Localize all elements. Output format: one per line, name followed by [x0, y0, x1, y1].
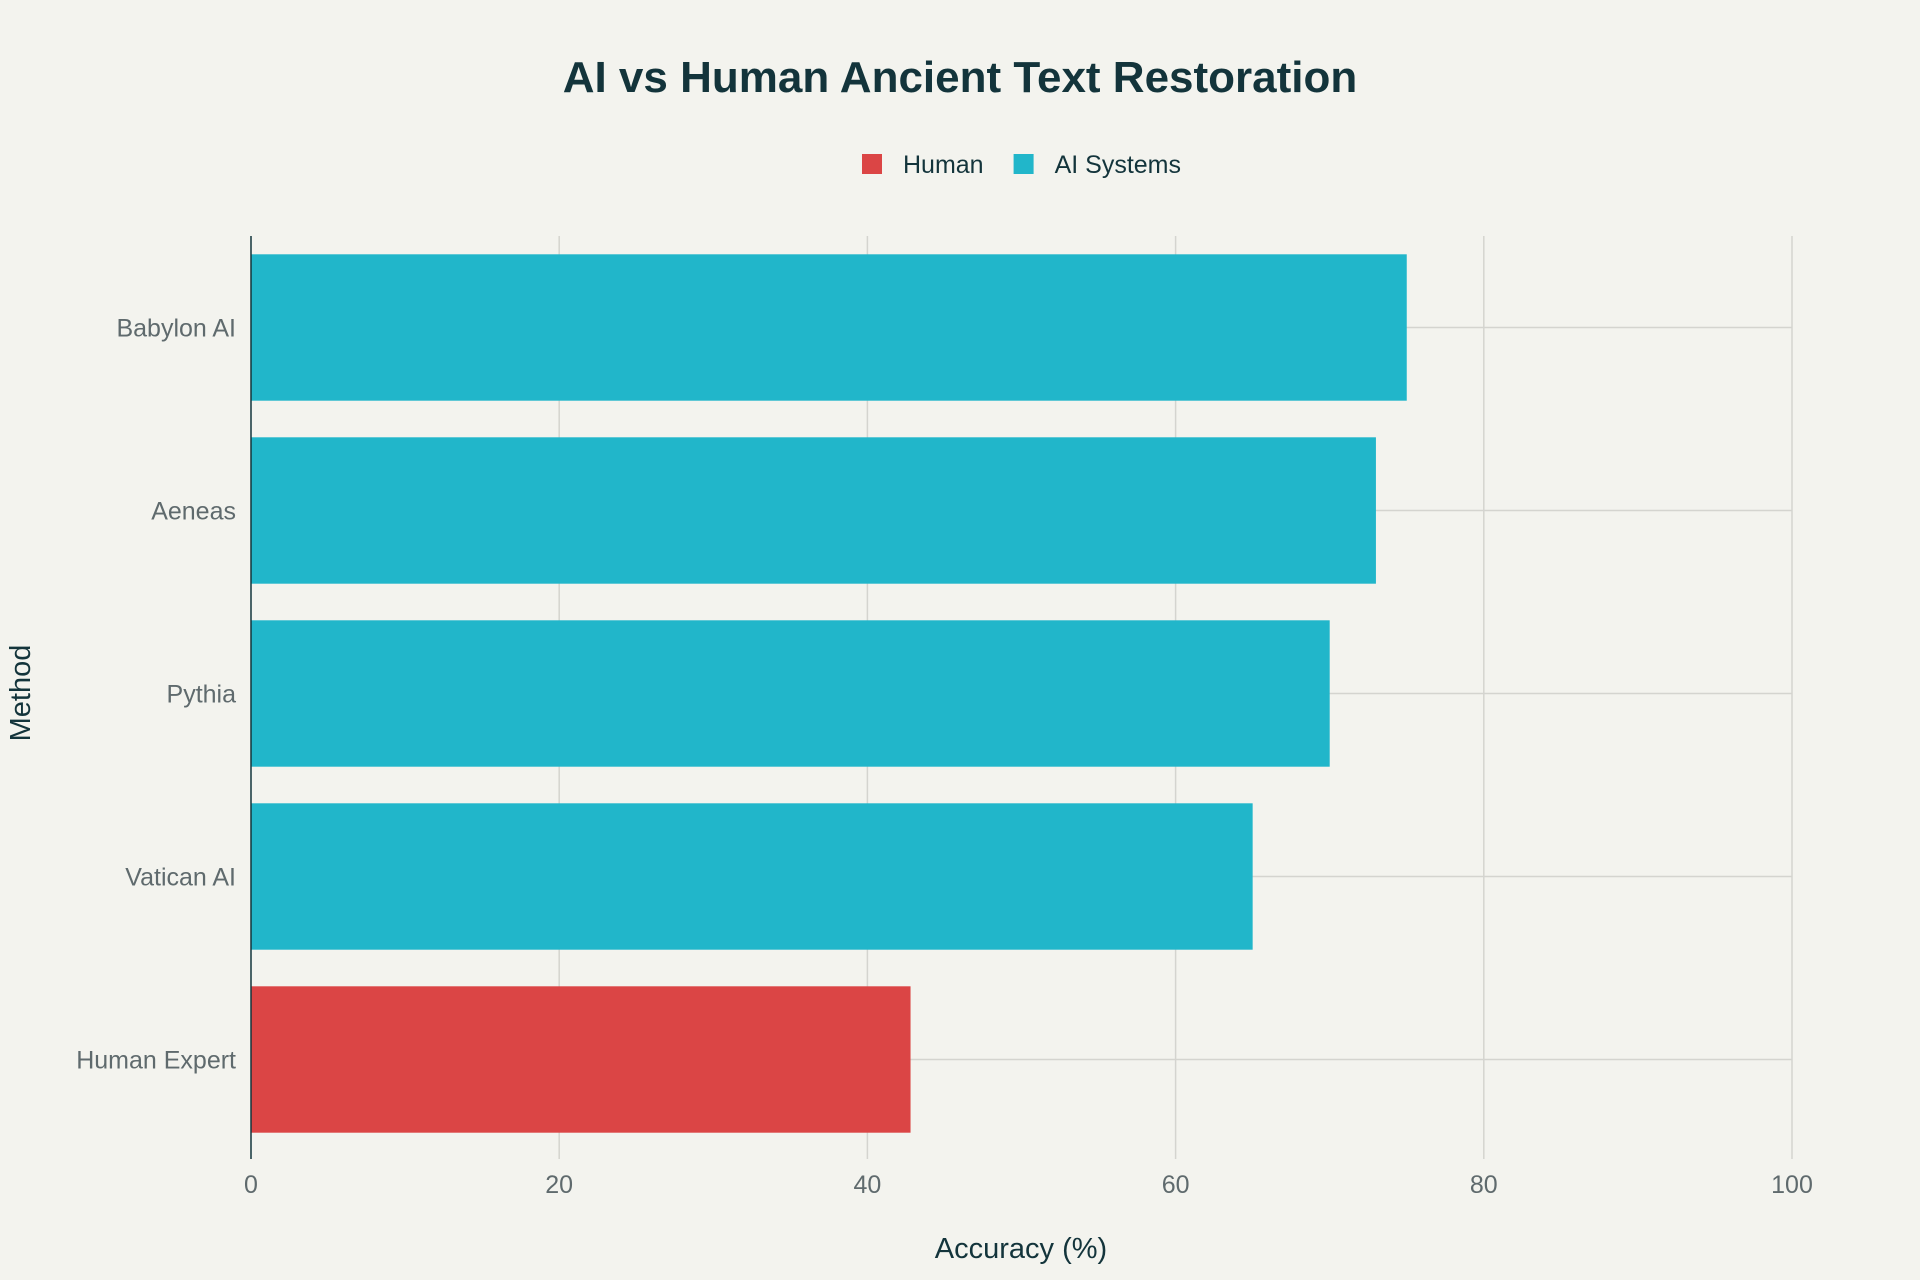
legend-label[interactable]: Human [903, 151, 984, 179]
x-tick-label: 80 [1470, 1171, 1498, 1199]
x-tick-label: 20 [545, 1171, 573, 1199]
chart-title: AI vs Human Ancient Text Restoration [563, 53, 1358, 102]
y-tick-label: Aeneas [151, 498, 236, 526]
x-tick-label: 60 [1162, 1171, 1190, 1199]
bar-pythia[interactable] [251, 620, 1330, 767]
legend-label[interactable]: AI Systems [1055, 151, 1181, 179]
y-tick-label: Pythia [167, 681, 237, 709]
x-tick-label: 40 [853, 1171, 881, 1199]
axes: 0 20 40 60 80 100 Babylon AI Aeneas Pythia Vatica… [76, 236, 1813, 1199]
legend[interactable]: Human AI Systems [862, 151, 1181, 179]
bar-aeneas[interactable] [251, 437, 1376, 584]
x-axis-title: Accuracy (%) [935, 1233, 1107, 1265]
bar-human-expert[interactable] [251, 986, 911, 1133]
x-tick-label: 100 [1771, 1171, 1813, 1199]
bar-vatican-ai[interactable] [251, 803, 1253, 950]
y-axis-title: Method [5, 645, 37, 742]
y-tick-label: Human Expert [76, 1047, 236, 1075]
x-tick-label: 0 [244, 1171, 258, 1199]
bar-babylon-ai[interactable] [251, 254, 1407, 401]
legend-swatch-ai-systems [1013, 154, 1034, 174]
y-tick-label: Vatican AI [125, 864, 236, 892]
legend-swatch-human [862, 154, 882, 174]
bars [251, 254, 1407, 1133]
y-tick-label: Babylon AI [116, 315, 236, 343]
